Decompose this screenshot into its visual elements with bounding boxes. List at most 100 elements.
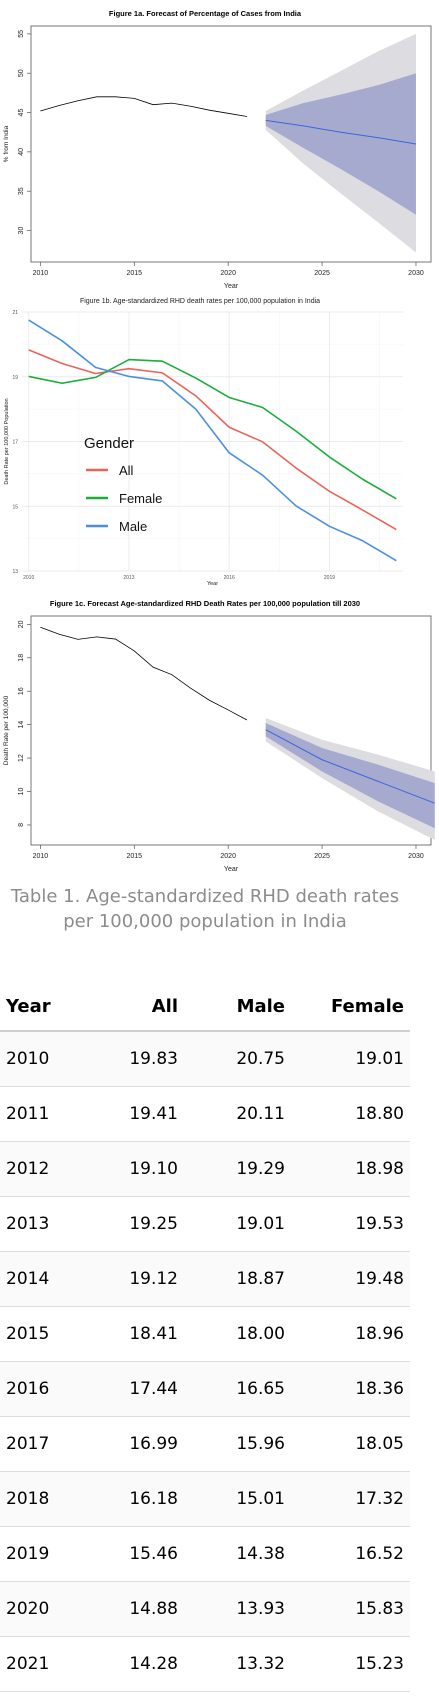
y-tick-label: 13 (12, 569, 18, 575)
x-tick-label: 2013 (123, 575, 134, 581)
cell-female: 16.52 (291, 1526, 410, 1582)
x-tick-label: 2025 (314, 853, 330, 860)
cell-year: 2011 (0, 1086, 102, 1142)
cell-female: 17.32 (291, 1471, 410, 1527)
x-tick-label: 2020 (220, 270, 236, 277)
y-axis-title: % from India (3, 125, 10, 162)
cell-male: 19.01 (184, 1196, 291, 1252)
x-tick-label: 2030 (408, 853, 424, 860)
y-tick-label: 20 (18, 620, 25, 628)
x-axis-title: Year (224, 283, 239, 290)
table-caption: Table 1. Age-standardized RHD death rate… (10, 886, 400, 932)
x-tick-label: 2030 (408, 270, 424, 277)
chart-title: Figure 1c. Forecast Age-standardized RHD… (50, 599, 360, 608)
cell-year: 2021 (0, 1636, 102, 1692)
cell-male: 13.93 (184, 1581, 291, 1637)
header-male: Male (184, 982, 291, 1032)
cell-all: 15.46 (102, 1526, 184, 1582)
y-tick-label: 10 (18, 788, 25, 796)
y-axis-title: Death Rate per 100,000 Population (4, 398, 10, 484)
y-tick-label: 12 (18, 754, 25, 762)
cell-male: 13.32 (184, 1636, 291, 1692)
y-axis-title: Death Rate per 100,000 (3, 695, 10, 765)
cell-all: 18.41 (102, 1306, 184, 1362)
cell-year: 2016 (0, 1361, 102, 1417)
x-axis-title: Year (224, 866, 239, 873)
y-tick-label: 50 (18, 69, 25, 77)
forecast-mean-line (265, 729, 435, 804)
y-tick-label: 21 (12, 310, 18, 316)
figure-1b-chart: Figure 1b. Age-standardized RHD death ra… (0, 290, 439, 590)
y-tick-label: 45 (18, 109, 25, 117)
series-line-male (28, 319, 397, 562)
cell-all: 17.44 (102, 1361, 184, 1417)
history-line (40, 96, 248, 117)
cell-all: 16.18 (102, 1471, 184, 1527)
cell-male: 18.87 (184, 1251, 291, 1307)
figure-1b-svg: Figure 1b. Age-standardized RHD death ra… (4, 298, 403, 587)
cell-year: 2015 (0, 1306, 102, 1362)
figure-1a-svg: Figure 1a. Forecast of Percentage of Cas… (3, 9, 432, 290)
cell-male: 16.65 (184, 1361, 291, 1417)
table-row: 2018 16.18 15.01 17.32 (0, 1471, 410, 1527)
cell-year: 2010 (0, 1031, 102, 1087)
table-row: 2015 18.41 18.00 18.96 (0, 1306, 410, 1362)
cell-all: 14.88 (102, 1581, 184, 1637)
cell-all: 19.12 (102, 1251, 184, 1307)
x-tick-label: 2015 (126, 853, 142, 860)
cell-all: 19.25 (102, 1196, 184, 1252)
forecast-mean-line (265, 119, 417, 145)
y-tick-label: 14 (18, 721, 25, 729)
table-row: 2012 19.10 19.29 18.98 (0, 1141, 410, 1197)
cell-male: 14.38 (184, 1526, 291, 1582)
cell-all: 16.99 (102, 1416, 184, 1472)
x-tick-label: 2025 (314, 270, 330, 277)
x-tick-label: 2010 (33, 853, 49, 860)
header-year: Year (0, 982, 102, 1032)
cell-all: 14.28 (102, 1636, 184, 1692)
forecast-band-80 (265, 73, 416, 215)
cell-year: 2017 (0, 1416, 102, 1472)
table-row: 2013 19.25 19.01 19.53 (0, 1196, 410, 1252)
cell-female: 18.80 (291, 1086, 410, 1142)
cell-all: 19.83 (102, 1031, 184, 1087)
y-tick-label: 30 (18, 227, 25, 235)
cell-all: 19.41 (102, 1086, 184, 1142)
cell-male: 18.00 (184, 1306, 291, 1362)
cell-year: 2019 (0, 1526, 102, 1582)
table-row: 2017 16.99 15.96 18.05 (0, 1416, 410, 1472)
y-tick-label: 15 (12, 504, 18, 510)
table-row: 2021 14.28 13.32 15.23 (0, 1636, 410, 1692)
cell-year: 2012 (0, 1141, 102, 1197)
cell-female: 19.53 (291, 1196, 410, 1252)
table-row: 2014 19.12 18.87 19.48 (0, 1251, 410, 1307)
legend-label-male: Male (119, 519, 147, 534)
figure-1a-chart: Figure 1a. Forecast of Percentage of Cas… (0, 0, 439, 290)
cell-male: 19.29 (184, 1141, 291, 1197)
y-tick-label: 17 (12, 440, 18, 446)
y-tick-label: 19 (12, 375, 18, 381)
series-line-female (28, 358, 397, 500)
y-tick-label: 55 (18, 30, 25, 38)
table-row: 2016 17.44 16.65 18.36 (0, 1361, 410, 1417)
cell-male: 20.11 (184, 1086, 291, 1142)
cell-female: 18.96 (291, 1306, 410, 1362)
x-tick-label: 2020 (220, 853, 236, 860)
y-tick-label: 40 (18, 148, 25, 156)
y-tick-label: 18 (18, 654, 25, 662)
table-row: 2010 19.83 20.75 19.01 (0, 1031, 410, 1087)
cell-female: 18.98 (291, 1141, 410, 1197)
x-tick-label: 2010 (33, 270, 49, 277)
table-row: 2019 15.46 14.38 16.52 (0, 1526, 410, 1582)
cell-female: 19.48 (291, 1251, 410, 1307)
chart-title: Figure 1a. Forecast of Percentage of Cas… (109, 9, 302, 18)
cell-male: 15.96 (184, 1416, 291, 1472)
death-rates-table: Year All Male Female 2010 19.83 20.75 19.01… (0, 982, 410, 1692)
cell-female: 15.83 (291, 1581, 410, 1637)
cell-male: 15.01 (184, 1471, 291, 1527)
figure-1c-svg: Figure 1c. Forecast Age-standardized RHD… (3, 599, 435, 873)
cell-female: 18.05 (291, 1416, 410, 1472)
legend-label-all: All (119, 463, 134, 478)
series-line-all (28, 349, 397, 531)
forecast-band-80 (265, 722, 435, 829)
